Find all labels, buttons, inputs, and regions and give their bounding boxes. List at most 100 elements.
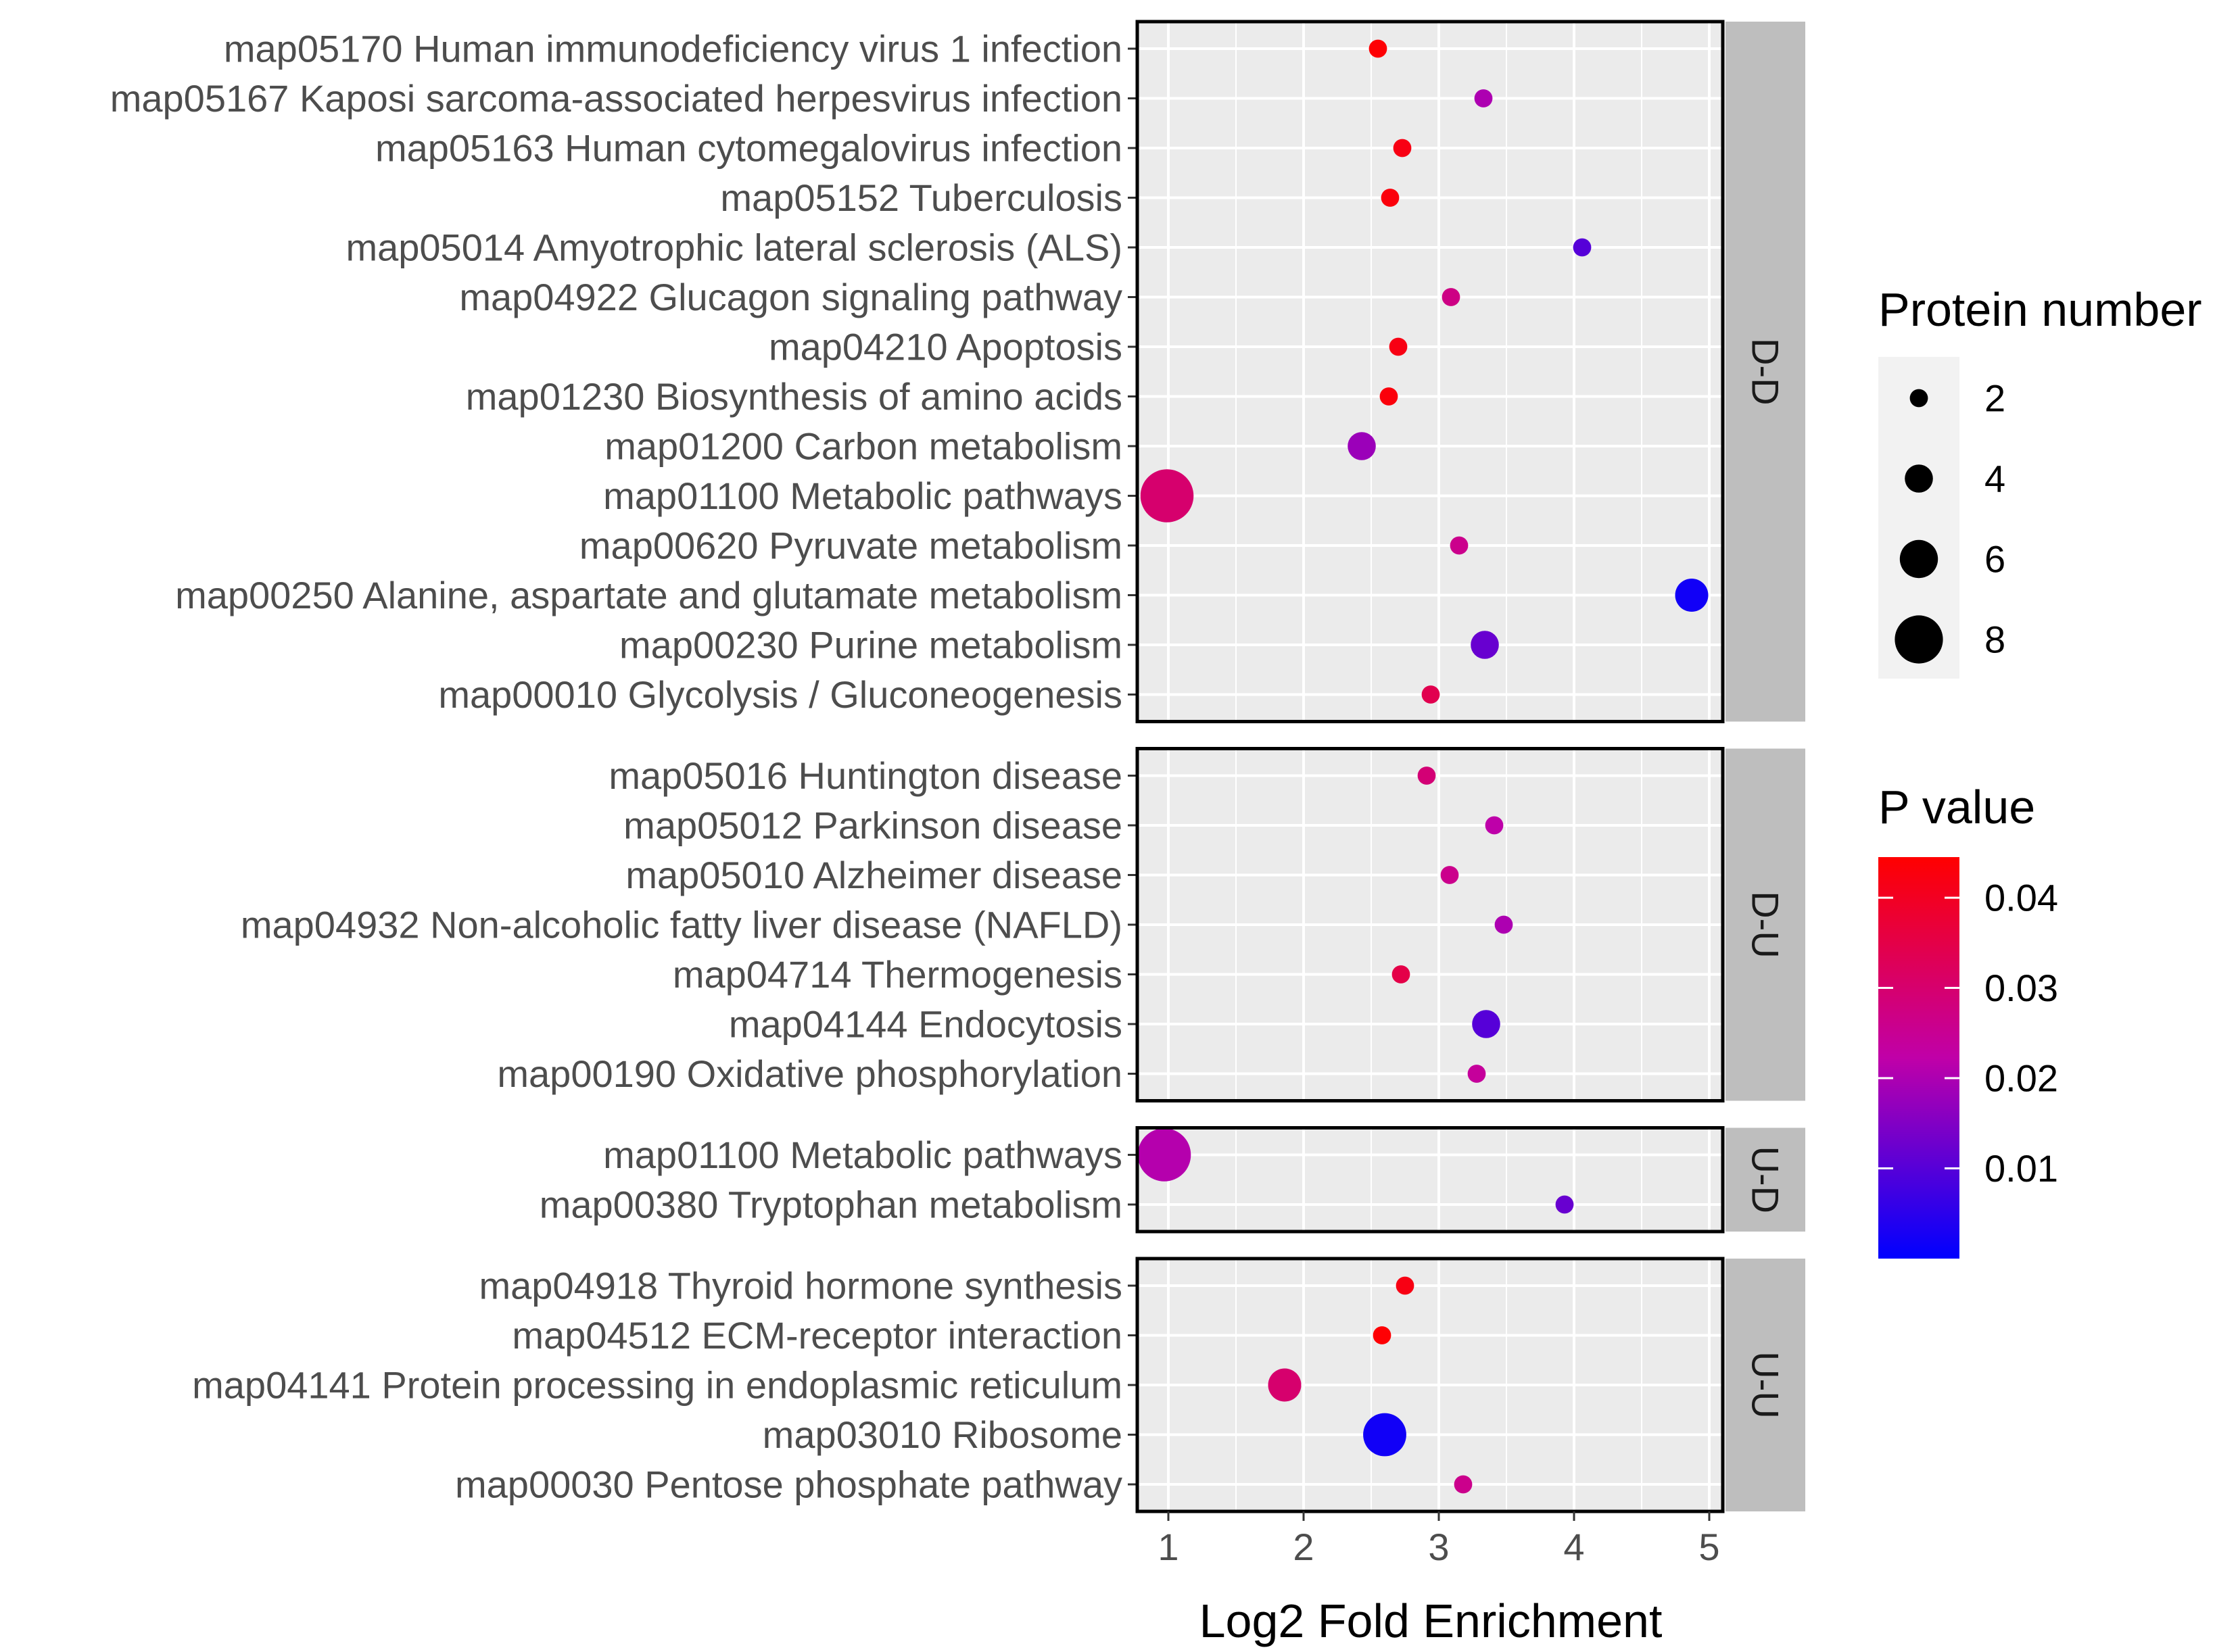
data-point [1381, 189, 1400, 207]
size-legend-label: 4 [1984, 458, 2005, 500]
pathway-label: map01230 Biosynthesis of amino acids [466, 375, 1122, 418]
pathway-label: map05152 Tuberculosis [720, 176, 1122, 219]
facet-strip-label: U-U [1744, 1351, 1787, 1419]
pathway-label: map00190 Oxidative phosphorylation [497, 1052, 1122, 1095]
data-point [1363, 1413, 1406, 1457]
facet-strip [1725, 1127, 1805, 1232]
data-point [1555, 1195, 1574, 1214]
size-legend-label: 2 [1984, 377, 2005, 420]
data-point [1421, 685, 1440, 704]
data-point [1368, 39, 1387, 58]
pathway-label: map05163 Human cytomegalovirus infection [375, 127, 1122, 170]
data-point [1140, 469, 1194, 523]
size-legend-dot [1899, 539, 1938, 579]
pathway-label: map00380 Tryptophan metabolism [540, 1184, 1122, 1226]
pathway-label: map00230 Purine metabolism [619, 624, 1122, 666]
size-legend-dot [1895, 615, 1943, 664]
data-point [1467, 1065, 1486, 1083]
pathway-label: map01100 Metabolic pathways [603, 475, 1122, 517]
pathway-label: map01200 Carbon metabolism [604, 425, 1122, 468]
pathway-label: map00250 Alanine, aspartate and glutamat… [175, 574, 1122, 616]
data-point [1268, 1368, 1302, 1402]
data-point [1391, 965, 1410, 983]
pathway-label: map05170 Human immunodeficiency virus 1 … [224, 28, 1122, 70]
pathway-label: map04144 Endocytosis [729, 1003, 1122, 1046]
color-legend-label: 0.01 [1984, 1147, 2058, 1190]
pathway-label: map05010 Alzheimer disease [625, 854, 1122, 896]
data-point [1389, 337, 1408, 356]
panel-d-u: map05016 Huntington disease map05012 Park… [241, 747, 1805, 1102]
facet-strip [1725, 748, 1805, 1101]
x-axis: 1 2 3 4 5 [1158, 1511, 1720, 1568]
size-legend-title: Protein number [1878, 283, 2202, 336]
data-point [1471, 631, 1499, 659]
x-tick-label: 1 [1158, 1526, 1178, 1568]
panel-background [1137, 22, 1723, 722]
facet-strip [1725, 22, 1805, 722]
data-point [1573, 238, 1592, 257]
data-point [1137, 1128, 1191, 1182]
color-legend-title: P value [1878, 781, 2035, 833]
panel-background [1137, 1127, 1723, 1232]
facet-strip-label: U-D [1744, 1146, 1787, 1213]
size-legend-dot [1909, 389, 1928, 408]
data-point [1442, 288, 1460, 306]
pathway-label: map00030 Pentose phosphate pathway [455, 1463, 1122, 1506]
pathway-label: map03010 Ribosome [763, 1413, 1122, 1456]
pathway-label: map01100 Metabolic pathways [603, 1134, 1122, 1176]
data-point [1472, 1010, 1500, 1038]
data-point [1485, 816, 1504, 835]
facet-strip-label: D-D [1744, 338, 1787, 406]
pathway-label: map05012 Parkinson disease [623, 804, 1122, 847]
color-legend-label: 0.04 [1984, 877, 2058, 919]
pathway-label: map04210 Apoptosis [769, 326, 1122, 368]
data-point [1393, 139, 1412, 157]
pathway-label: map00010 Glycolysis / Gluconeogenesis [438, 673, 1122, 716]
data-point [1379, 387, 1398, 406]
panel-u-d: map01100 Metabolic pathways map00380 Tryp… [540, 1126, 1805, 1234]
size-legend-label: 6 [1984, 538, 2005, 581]
data-point [1440, 866, 1459, 884]
pathway-label: map04922 Glucagon signaling pathway [459, 276, 1122, 318]
data-point [1474, 89, 1493, 107]
x-tick-label: 5 [1698, 1526, 1719, 1568]
pathway-label: map04714 Thermogenesis [673, 953, 1122, 996]
pathway-label: map00620 Pyruvate metabolism [579, 525, 1122, 567]
pathway-label: map05016 Huntington disease [609, 754, 1122, 797]
data-point [1396, 1276, 1414, 1295]
data-point [1454, 1475, 1473, 1494]
data-point [1373, 1326, 1391, 1344]
size-legend: Protein number 2 4 6 8 [1878, 283, 2202, 679]
data-point [1494, 915, 1513, 934]
color-legend: P value 0.01 0.02 0.03 0.04 [1878, 781, 2058, 1259]
panel-border [1135, 1257, 1725, 1513]
x-tick-label: 4 [1563, 1526, 1584, 1568]
panel-border [1135, 1126, 1725, 1234]
data-point [1675, 579, 1709, 612]
panel-border [1135, 747, 1725, 1102]
panels-layer: map05170 Human immunodeficiency virus 1 … [110, 20, 1805, 1513]
pathway-label: map04512 ECM-receptor interaction [512, 1314, 1122, 1357]
facet-strip-label: D-U [1744, 891, 1787, 958]
x-tick-label: 3 [1428, 1526, 1449, 1568]
panel-u-u: map04918 Thyroid hormone synthesis map045… [192, 1257, 1805, 1513]
data-point [1417, 767, 1436, 785]
pathway-label: map04932 Non-alcoholic fatty liver disea… [241, 904, 1122, 946]
color-legend-label: 0.02 [1984, 1057, 2058, 1100]
pathway-label: map05167 Kaposi sarcoma-associated herpe… [110, 77, 1122, 120]
color-legend-bar [1878, 857, 1959, 1259]
data-point [1450, 536, 1469, 555]
x-axis-title: Log2 Fold Enrichment [1199, 1595, 1663, 1647]
pathway-label: map04918 Thyroid hormone synthesis [479, 1265, 1122, 1307]
size-legend-label: 8 [1984, 618, 2005, 661]
data-point [1348, 432, 1376, 460]
x-tick-label: 2 [1293, 1526, 1314, 1568]
panel-border [1135, 20, 1725, 723]
pathway-label: map05014 Amyotrophic lateral sclerosis (… [346, 226, 1122, 269]
facet-strip [1725, 1259, 1805, 1511]
color-legend-label: 0.03 [1984, 967, 2058, 1009]
size-legend-dot [1905, 464, 1933, 493]
pathway-label: map04141 Protein processing in endoplasm… [192, 1364, 1122, 1407]
panel-d-d: map05170 Human immunodeficiency virus 1 … [110, 20, 1805, 723]
